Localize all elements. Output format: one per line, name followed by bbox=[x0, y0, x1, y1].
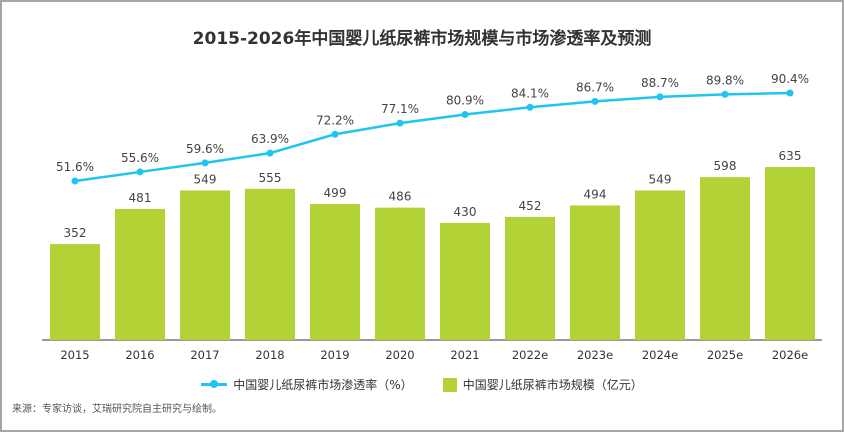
bar-value-label: 430 bbox=[454, 205, 477, 219]
legend: 中国婴儿纸尿裤市场渗透率（%） 中国婴儿纸尿裤市场规模（亿元） bbox=[0, 376, 844, 393]
x-tick-label: 2021 bbox=[450, 348, 479, 362]
line-point bbox=[656, 93, 664, 101]
legend-line-label: 中国婴儿纸尿裤市场渗透率（%） bbox=[233, 378, 413, 392]
x-tick-label: 2020 bbox=[385, 348, 414, 362]
bar bbox=[310, 204, 360, 340]
bar-value-label: 494 bbox=[584, 187, 607, 201]
bar-value-label: 499 bbox=[324, 186, 347, 200]
line-point bbox=[71, 177, 79, 185]
bar bbox=[375, 207, 425, 340]
line-point bbox=[461, 111, 469, 119]
bar bbox=[115, 208, 165, 340]
bar bbox=[505, 216, 555, 340]
x-tick-label: 2026e bbox=[772, 348, 808, 362]
bar-value-label: 486 bbox=[389, 190, 412, 204]
line-value-label: 84.1% bbox=[511, 86, 549, 100]
x-tick-label: 2025e bbox=[707, 348, 743, 362]
line-point bbox=[136, 168, 144, 176]
line-value-label: 72.2% bbox=[316, 113, 354, 127]
bar-value-label: 549 bbox=[194, 172, 217, 186]
x-tick-label: 2023e bbox=[577, 348, 613, 362]
bar bbox=[635, 190, 685, 340]
bar-value-label: 635 bbox=[779, 149, 802, 163]
bar-value-label: 598 bbox=[714, 159, 737, 173]
line-point bbox=[396, 119, 404, 127]
bar bbox=[245, 188, 295, 340]
line-value-label: 59.6% bbox=[186, 142, 224, 156]
line-point bbox=[331, 130, 339, 138]
line-value-label: 80.9% bbox=[446, 94, 484, 108]
line-value-label: 88.7% bbox=[641, 76, 679, 90]
legend-line-swatch bbox=[201, 380, 228, 388]
x-tick-label: 2015 bbox=[60, 348, 89, 362]
bar bbox=[570, 205, 620, 340]
legend-item-line: 中国婴儿纸尿裤市场渗透率（%） bbox=[201, 376, 413, 393]
source-note: 来源：专家访谈，艾瑞研究院自主研究与绘制。 bbox=[12, 404, 222, 415]
line-point bbox=[201, 159, 209, 167]
bar-value-label: 352 bbox=[64, 226, 87, 240]
chart-title: 2015-2026年中国婴儿纸尿裤市场规模与市场渗透率及预测 bbox=[192, 29, 652, 49]
line-point bbox=[266, 149, 274, 157]
x-tick-label: 2019 bbox=[320, 348, 349, 362]
penetration-line bbox=[74, 91, 791, 183]
legend-bar-swatch bbox=[442, 377, 457, 392]
line-value-label: 77.1% bbox=[381, 102, 419, 116]
x-tick-label: 2024e bbox=[642, 348, 678, 362]
bar bbox=[440, 222, 490, 340]
line-value-label: 51.6% bbox=[56, 160, 94, 174]
line-value-label: 90.4% bbox=[771, 72, 809, 86]
bar-value-label: 549 bbox=[649, 172, 672, 186]
line-value-label: 55.6% bbox=[121, 151, 159, 165]
x-tick-label: 2022e bbox=[512, 348, 548, 362]
legend-bar-label: 中国婴儿纸尿裤市场规模（亿元） bbox=[462, 378, 643, 392]
legend-item-bar: 中国婴儿纸尿裤市场规模（亿元） bbox=[442, 376, 643, 393]
x-tick-label: 2018 bbox=[255, 348, 284, 362]
x-tick-label: 2017 bbox=[190, 348, 219, 362]
bar bbox=[50, 244, 100, 340]
line-point bbox=[721, 90, 729, 98]
bar bbox=[765, 167, 815, 340]
bar bbox=[180, 190, 230, 340]
bar bbox=[700, 177, 750, 340]
line-point bbox=[526, 103, 534, 111]
line-point bbox=[591, 97, 599, 105]
bar-value-label: 481 bbox=[129, 191, 152, 205]
line-value-label: 89.8% bbox=[706, 73, 744, 87]
line-point bbox=[786, 89, 794, 97]
x-tick-label: 2016 bbox=[125, 348, 154, 362]
bar-value-label: 555 bbox=[259, 171, 282, 185]
line-value-label: 86.7% bbox=[576, 80, 614, 94]
line-value-label: 63.9% bbox=[251, 132, 289, 146]
bar-value-label: 452 bbox=[519, 199, 542, 213]
